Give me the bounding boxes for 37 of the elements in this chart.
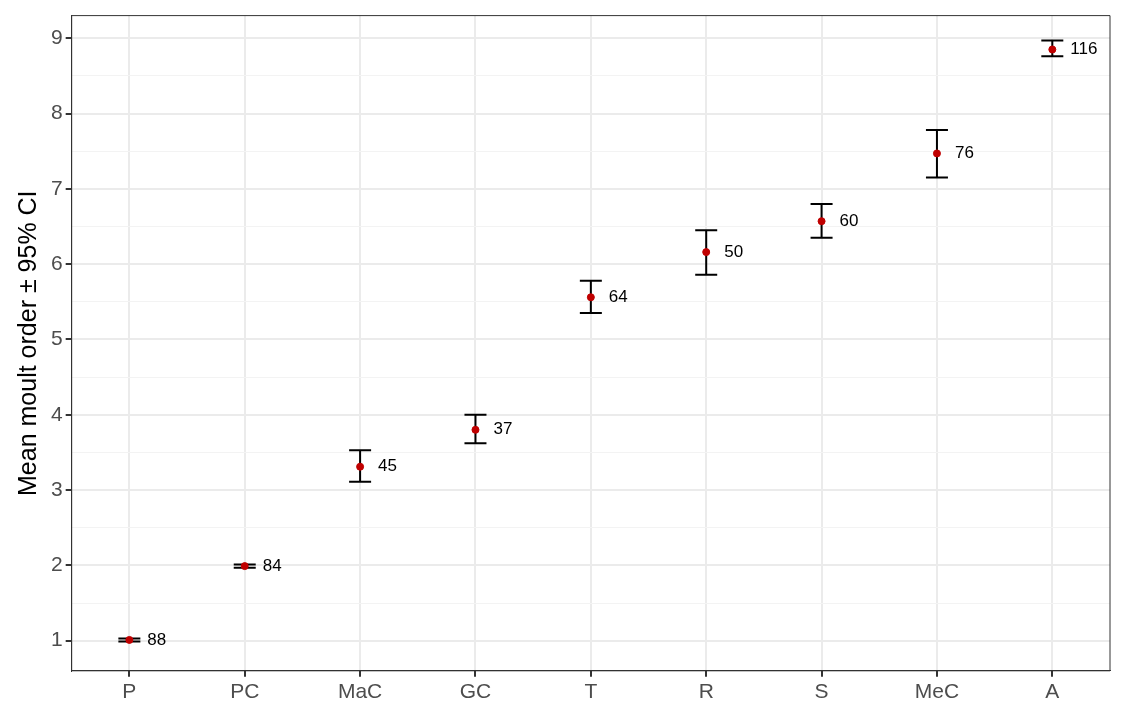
x-tick-label: R [698,679,714,703]
y-tick-label: 7 [50,175,63,199]
y-tick-label: 4 [50,401,63,425]
x-tick-label: GC [459,679,492,703]
x-tick-label: P [122,679,137,703]
point [1048,45,1057,54]
annotation: 50 [724,241,744,261]
point [125,635,134,644]
y-tick-label: 9 [50,24,63,48]
annotation: 60 [839,210,859,230]
point [471,425,480,434]
annotation: 45 [378,456,398,476]
x-tick-label: T [584,679,598,703]
annotation: 88 [147,629,167,649]
point [932,149,941,158]
x-tick-label: PC [230,679,260,703]
x-tick-label: MeC [914,679,960,703]
y-tick-label: 6 [50,250,63,274]
y-tick-label: 1 [50,627,63,651]
annotation: 37 [493,419,513,439]
x-tick-label: S [814,679,829,703]
point [356,462,365,471]
y-tick-label: 5 [50,326,63,350]
annotation: 84 [262,555,282,575]
point [702,248,711,257]
y-tick-label: 2 [50,552,63,576]
y-axis-title: Mean moult order ± 95% CI [12,190,41,496]
x-tick-label: MaC [337,679,383,703]
y-tick-label: 8 [50,100,63,124]
x-tick-label: A [1045,679,1060,703]
annotation: 116 [1070,39,1098,59]
point [817,217,826,226]
annotation: 76 [954,143,974,163]
point [240,562,249,571]
point [586,293,595,302]
y-tick-label: 3 [50,476,63,500]
annotation: 64 [608,286,628,306]
